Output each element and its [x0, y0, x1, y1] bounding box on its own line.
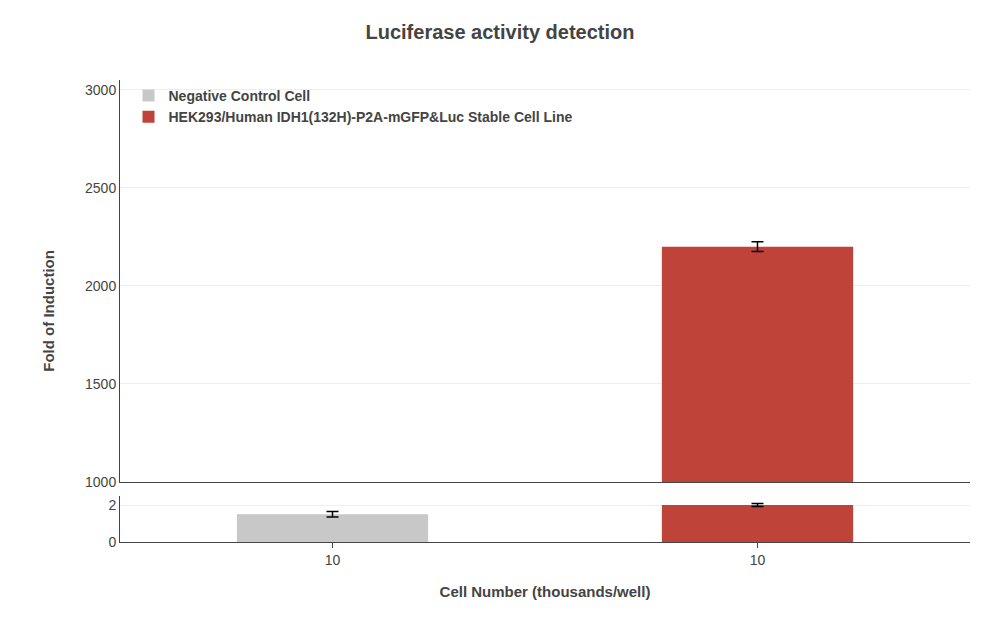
svg-text:3000: 3000 [85, 82, 116, 98]
svg-text:10: 10 [325, 552, 341, 568]
svg-text:1500: 1500 [85, 376, 116, 392]
svg-text:10: 10 [750, 552, 766, 568]
svg-text:0: 0 [108, 534, 116, 550]
svg-text:HEK293/Human IDH1(132H)-P2A-mG: HEK293/Human IDH1(132H)-P2A-mGFP&Luc Sta… [169, 109, 573, 125]
svg-text:2500: 2500 [85, 180, 116, 196]
svg-text:Cell Number (thousands/well): Cell Number (thousands/well) [440, 583, 651, 600]
svg-text:Negative Control Cell: Negative Control Cell [169, 88, 311, 104]
svg-text:Luciferase activity detection: Luciferase activity detection [366, 21, 635, 43]
svg-text:1000: 1000 [85, 474, 116, 490]
svg-text:2000: 2000 [85, 278, 116, 294]
svg-text:2: 2 [108, 497, 116, 513]
svg-text:Fold of Induction: Fold of Induction [40, 250, 57, 372]
